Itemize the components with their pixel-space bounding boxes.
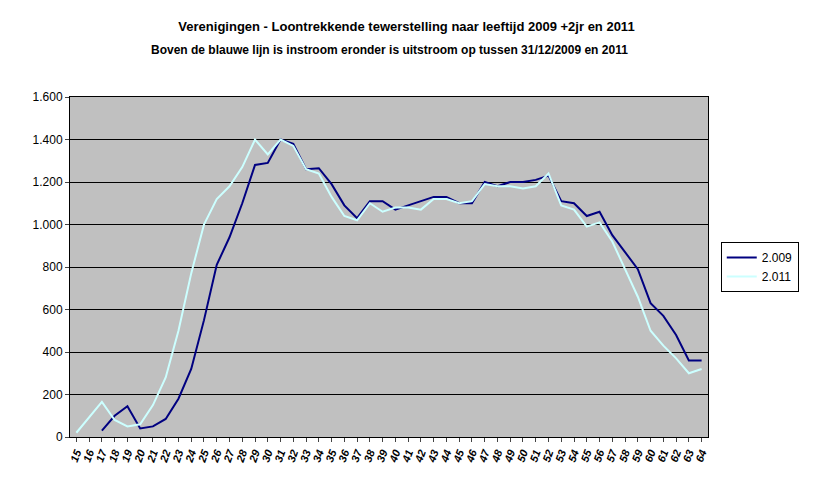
svg-text:63: 63	[680, 448, 695, 464]
svg-text:40: 40	[387, 447, 403, 464]
svg-text:15: 15	[68, 447, 84, 463]
svg-text:39: 39	[374, 447, 390, 463]
svg-text:29: 29	[246, 447, 262, 464]
svg-text:43: 43	[425, 448, 441, 465]
svg-text:27: 27	[221, 447, 237, 464]
svg-text:51: 51	[527, 448, 542, 464]
svg-text:59: 59	[629, 447, 645, 463]
svg-text:54: 54	[566, 448, 581, 464]
svg-text:19: 19	[119, 447, 135, 463]
svg-text:62: 62	[668, 448, 683, 464]
svg-text:30: 30	[259, 447, 275, 463]
svg-text:24: 24	[182, 448, 198, 465]
svg-text:16: 16	[81, 447, 97, 463]
svg-text:Boven de blauwe lijn is instro: Boven de blauwe lijn is instroom eronder…	[151, 43, 628, 57]
svg-text:46: 46	[463, 447, 479, 464]
svg-text:25: 25	[195, 447, 211, 464]
svg-text:47: 47	[476, 447, 492, 464]
svg-text:800: 800	[43, 260, 63, 274]
svg-text:61: 61	[655, 448, 670, 464]
svg-text:41: 41	[399, 448, 415, 465]
svg-text:33: 33	[298, 448, 313, 464]
svg-text:60: 60	[642, 447, 658, 463]
svg-text:31: 31	[272, 448, 287, 464]
svg-text:20: 20	[131, 447, 147, 464]
svg-text:1.000: 1.000	[33, 218, 63, 232]
svg-text:32: 32	[285, 448, 300, 464]
svg-text:58: 58	[617, 447, 633, 463]
svg-text:400: 400	[43, 345, 63, 359]
svg-text:37: 37	[349, 447, 365, 463]
svg-text:50: 50	[515, 447, 531, 463]
svg-text:34: 34	[310, 448, 325, 464]
svg-text:2.009: 2.009	[762, 251, 792, 265]
svg-text:52: 52	[540, 448, 555, 464]
svg-text:45: 45	[450, 447, 466, 464]
svg-text:23: 23	[170, 448, 186, 465]
svg-text:17: 17	[93, 447, 109, 463]
svg-text:200: 200	[43, 388, 63, 402]
svg-text:35: 35	[323, 447, 339, 463]
svg-text:28: 28	[233, 447, 249, 464]
svg-text:1.200: 1.200	[33, 175, 63, 189]
svg-text:600: 600	[43, 303, 63, 317]
svg-text:0: 0	[56, 430, 63, 444]
svg-text:Verenigingen - Loontrekkende t: Verenigingen - Loontrekkende tewerstelli…	[178, 19, 634, 34]
svg-text:2.011: 2.011	[762, 270, 791, 284]
svg-text:26: 26	[208, 447, 224, 464]
svg-text:53: 53	[553, 448, 568, 464]
svg-text:49: 49	[501, 447, 517, 464]
svg-text:21: 21	[144, 448, 160, 465]
svg-text:57: 57	[604, 447, 620, 463]
svg-text:42: 42	[412, 448, 428, 465]
svg-text:64: 64	[693, 448, 708, 464]
svg-text:1.600: 1.600	[33, 90, 63, 104]
svg-text:36: 36	[336, 447, 352, 463]
svg-text:22: 22	[157, 448, 173, 465]
svg-text:55: 55	[578, 447, 594, 463]
svg-text:18: 18	[106, 447, 122, 463]
svg-text:38: 38	[361, 447, 377, 463]
svg-text:48: 48	[489, 447, 505, 464]
svg-text:44: 44	[438, 448, 454, 465]
svg-text:1.400: 1.400	[33, 133, 63, 147]
svg-text:56: 56	[591, 447, 607, 463]
